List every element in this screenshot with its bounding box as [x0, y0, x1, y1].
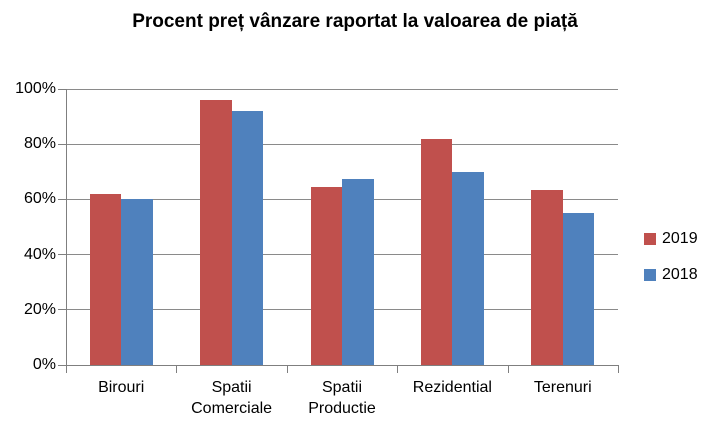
bar-2019-terenuri — [531, 189, 563, 365]
bar-2019-spatii-comerciale — [200, 100, 232, 365]
bar-2018-spatii-comerciale — [231, 111, 264, 365]
x-tick — [66, 366, 67, 373]
bar-2018-birouri — [121, 199, 153, 365]
bar-2019-rezidential — [420, 138, 453, 365]
y-axis-label: 40% — [23, 245, 56, 263]
legend-item-2019: 2019 — [644, 230, 698, 247]
legend-label: 2019 — [662, 230, 698, 247]
gridline — [67, 88, 618, 90]
y-tick — [58, 88, 66, 90]
x-axis-label: Birouri — [66, 377, 176, 398]
x-axis-label-line: Productie — [308, 400, 376, 417]
y-axis-label: 80% — [23, 135, 56, 153]
x-axis-label-line: Rezidential — [412, 379, 492, 396]
x-tick — [286, 366, 288, 373]
chart-title: Procent preț vânzare raportat la valoare… — [132, 11, 578, 32]
legend-item-2018: 2018 — [644, 266, 698, 283]
bar-2019-birouri — [89, 193, 122, 365]
bar-2018-terenuri — [562, 213, 595, 365]
y-tick — [58, 309, 66, 311]
x-tick — [618, 366, 619, 373]
x-axis-label-line: Comerciale — [191, 400, 273, 417]
legend-label: 2018 — [662, 266, 698, 283]
x-axis-label: Spatii Comerciale — [176, 377, 286, 419]
x-tick — [507, 366, 509, 373]
y-axis-label: 0% — [32, 356, 56, 373]
legend-swatch-2019 — [644, 233, 656, 245]
legend-swatch-2018 — [644, 269, 656, 281]
x-axis-label: Rezidential — [397, 377, 507, 398]
x-axis-label-line: Terenuri — [533, 379, 592, 396]
legend: 2019 2018 — [644, 230, 698, 283]
x-tick — [397, 366, 399, 373]
bar-2019-spatii-productie — [310, 186, 342, 365]
bar-2018-rezidential — [452, 171, 484, 365]
bar-2018-spatii-productie — [342, 178, 374, 365]
y-tick — [58, 364, 66, 366]
x-axis-label-line: Birouri — [98, 379, 145, 396]
x-axis-label-line: Spatii — [211, 379, 252, 396]
x-axis-label: Terenuri — [508, 377, 618, 398]
y-tick — [58, 143, 66, 145]
y-tick — [58, 198, 66, 200]
y-tick — [58, 254, 66, 256]
y-axis-label: 20% — [23, 300, 56, 318]
y-axis-line — [66, 89, 67, 366]
x-tick — [176, 366, 178, 373]
y-axis-label: 100% — [15, 80, 56, 97]
x-axis-label: Spatii Productie — [287, 377, 397, 419]
gridline — [67, 143, 618, 145]
y-axis-label: 60% — [23, 190, 56, 208]
x-axis-label-line: Spatii — [321, 379, 362, 396]
x-axis-line — [66, 365, 619, 366]
